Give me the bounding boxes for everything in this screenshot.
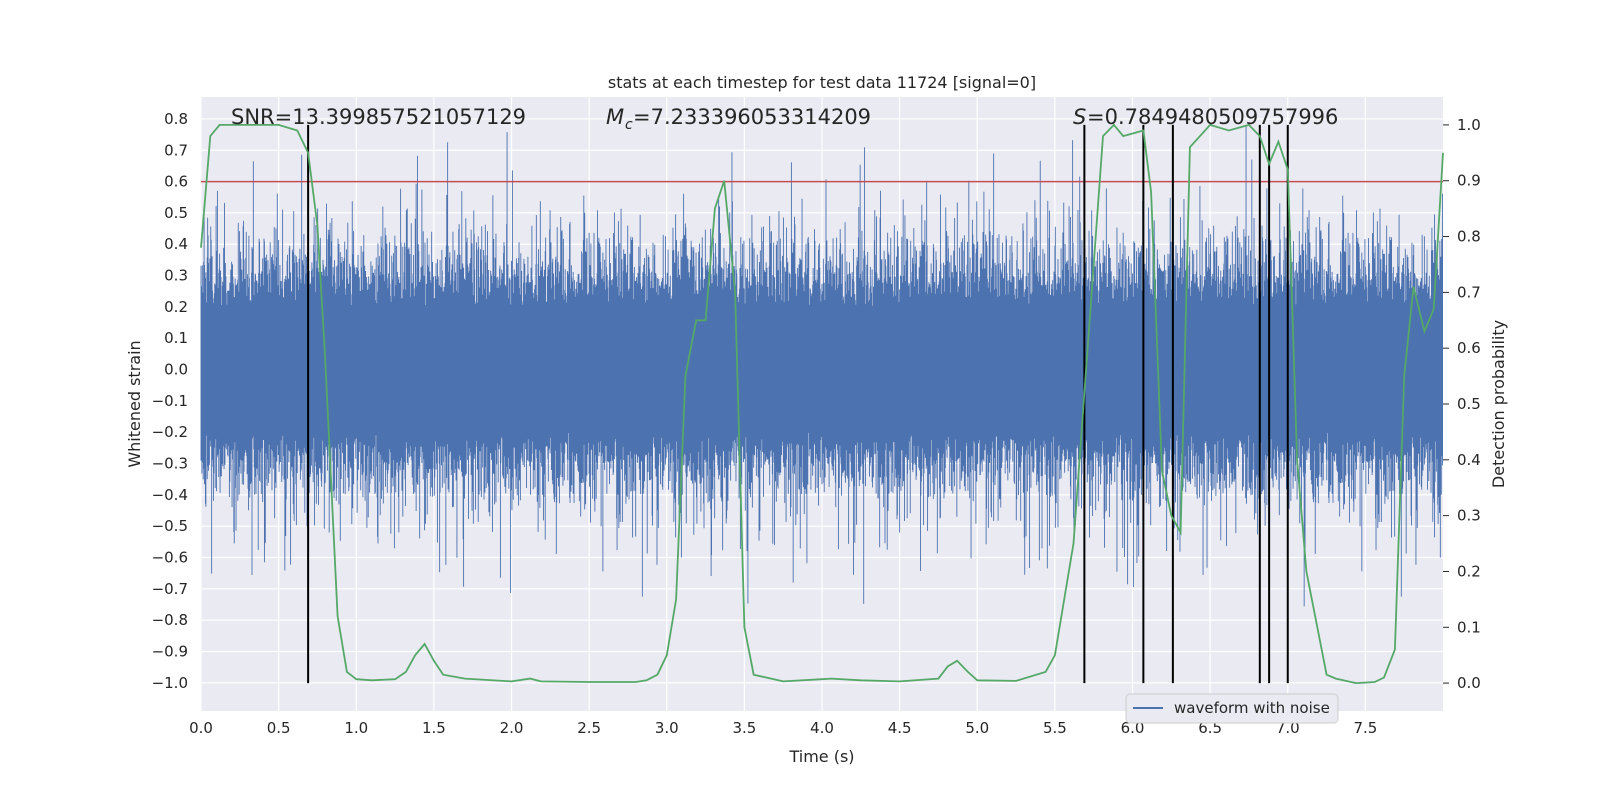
y-left-tick-label: 0.6	[164, 173, 188, 191]
waveform-with-noise	[200, 126, 1444, 607]
y-left-tick-label: −0.6	[152, 549, 188, 567]
x-axis-label: Time (s)	[788, 747, 854, 766]
snr-annotation: SNR=13.399857521057129	[231, 105, 526, 129]
mc-symbol: M	[606, 105, 624, 129]
y-left-tick-labels: 0.8 0.7 0.6 0.5 0.4 0.3 0.2 0.1 0.0 −0.1 −0.2 −0.3 −…	[152, 110, 188, 692]
x-tick-label: 2.0	[500, 719, 524, 737]
s-value: =0.7849480509757996	[1087, 105, 1338, 129]
waveform-trace	[200, 126, 1444, 607]
y-right-tick-label: 0.4	[1457, 451, 1481, 469]
s-annotation: S =0.7849480509757996	[1073, 105, 1338, 129]
x-tick-label: 5.5	[1043, 719, 1067, 737]
y-left-tick-label: 0.4	[164, 235, 188, 253]
y-right-tick-label: 0.6	[1457, 339, 1481, 357]
x-tick-label: 0.0	[189, 719, 213, 737]
y-left-tick-label: −0.1	[152, 392, 188, 410]
x-tick-label: 3.5	[732, 719, 756, 737]
detection-probability-line	[200, 123, 1444, 685]
y-left-tick-label: 0.8	[164, 110, 188, 128]
mc-subscript: c	[625, 117, 633, 133]
x-tick-label: 4.0	[810, 719, 834, 737]
y-right-axis-label: Detection probability	[1489, 320, 1508, 488]
x-tick-label: 1.5	[422, 719, 446, 737]
x-tick-label: 1.0	[344, 719, 368, 737]
y-right-tick-label: 0.3	[1457, 507, 1481, 525]
chart-title: stats at each timestep for test data 117…	[608, 73, 1036, 92]
y-left-tick-label: 0.5	[164, 204, 188, 222]
y-right-tick-label: 0.5	[1457, 395, 1481, 413]
x-tick-label: 3.0	[655, 719, 679, 737]
y-left-tick-label: −1.0	[152, 674, 188, 692]
legend-box	[1125, 693, 1339, 724]
y-right-tick-label: 1.0	[1457, 116, 1481, 134]
y-right-tick-label: 0.2	[1457, 562, 1481, 580]
y-left-tick-label: −0.8	[152, 611, 188, 629]
y-left-tick-label: −0.5	[152, 517, 188, 535]
y-right-tick-label: 0.1	[1457, 618, 1481, 636]
x-tick-label: 7.5	[1353, 719, 1377, 737]
y-left-tick-label: 0.7	[164, 141, 188, 159]
y-left-tick-label: 0.3	[164, 267, 188, 285]
x-tick-label: 0.5	[267, 719, 291, 737]
x-tick-label: 2.5	[577, 719, 601, 737]
y-right-tick-label: 0.7	[1457, 283, 1481, 301]
legend-label: waveform with noise	[1174, 699, 1330, 717]
y-left-tick-label: 0.1	[164, 329, 188, 347]
event-lines	[307, 124, 1289, 684]
s-symbol: S	[1073, 105, 1086, 129]
y-left-tick-label: 0.2	[164, 298, 188, 316]
y-left-tick-label: −0.9	[152, 642, 188, 660]
y-right-tick-label: 0.9	[1457, 172, 1481, 190]
y-left-axis-label: Whitened strain	[125, 340, 144, 467]
x-tick-label: 5.0	[965, 719, 989, 737]
y-right-tick-label: 0.0	[1457, 674, 1481, 692]
y-right-tick-label: 0.8	[1457, 228, 1481, 246]
y-left-tick-label: −0.3	[152, 455, 188, 473]
y-left-tick-label: −0.4	[152, 486, 188, 504]
x-tick-label: 4.5	[888, 719, 912, 737]
legend: waveform with noise	[1125, 693, 1339, 724]
y-left-tick-label: −0.7	[152, 580, 188, 598]
mc-value: =7.233396053314209	[633, 105, 871, 129]
y-right-tick-labels: 1.0 0.9 0.8 0.7 0.6 0.5 0.4 0.3 0.2 0.1 0.0	[1443, 116, 1481, 692]
mc-annotation: M c =7.233396053314209	[606, 105, 871, 133]
y-left-tick-label: −0.2	[152, 423, 188, 441]
y-left-tick-label: 0.0	[164, 361, 188, 379]
